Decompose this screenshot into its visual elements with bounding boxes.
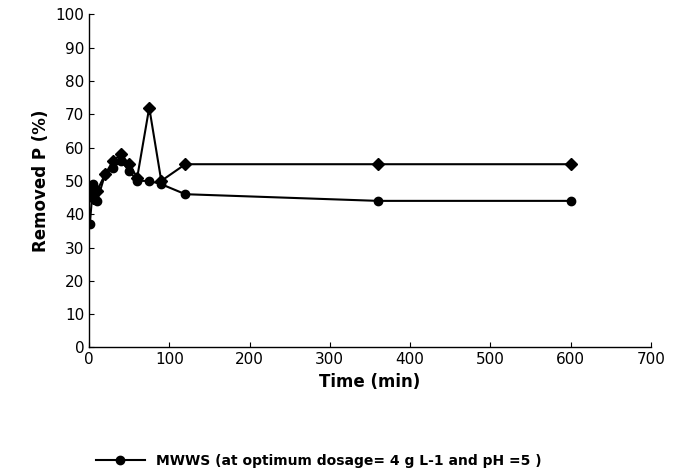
MAWS (at optimum dosage= 8 g L-1  and pH =6) <box>89 195 97 200</box>
MWWS (at optimum dosage= 4 g L-1 and pH =5 ) <box>93 198 101 204</box>
Line: MWWS (at optimum dosage= 4 g L-1 and pH =5 ): MWWS (at optimum dosage= 4 g L-1 and pH … <box>86 157 575 228</box>
MWWS (at optimum dosage= 4 g L-1 and pH =5 ) <box>101 171 109 177</box>
MWWS (at optimum dosage= 4 g L-1 and pH =5 ) <box>133 178 141 184</box>
MWWS (at optimum dosage= 4 g L-1 and pH =5 ) <box>374 198 382 204</box>
MAWS (at optimum dosage= 8 g L-1  and pH =6) <box>145 105 153 110</box>
MWWS (at optimum dosage= 4 g L-1 and pH =5 ) <box>145 178 153 184</box>
MAWS (at optimum dosage= 8 g L-1  and pH =6) <box>101 171 109 177</box>
MWWS (at optimum dosage= 4 g L-1 and pH =5 ) <box>86 221 94 227</box>
MAWS (at optimum dosage= 8 g L-1  and pH =6) <box>109 158 117 164</box>
MWWS (at optimum dosage= 4 g L-1 and pH =5 ) <box>125 168 134 174</box>
MWWS (at optimum dosage= 4 g L-1 and pH =5 ) <box>89 181 97 187</box>
MAWS (at optimum dosage= 8 g L-1  and pH =6) <box>133 175 141 180</box>
MAWS (at optimum dosage= 8 g L-1  and pH =6) <box>566 161 575 167</box>
MAWS (at optimum dosage= 8 g L-1  and pH =6) <box>157 178 165 184</box>
MWWS (at optimum dosage= 4 g L-1 and pH =5 ) <box>157 181 165 187</box>
Y-axis label: Removed P (%): Removed P (%) <box>32 109 50 252</box>
MWWS (at optimum dosage= 4 g L-1 and pH =5 ) <box>566 198 575 204</box>
MAWS (at optimum dosage= 8 g L-1  and pH =6) <box>93 188 101 194</box>
MWWS (at optimum dosage= 4 g L-1 and pH =5 ) <box>182 191 190 197</box>
MAWS (at optimum dosage= 8 g L-1  and pH =6) <box>117 151 125 157</box>
MWWS (at optimum dosage= 4 g L-1 and pH =5 ) <box>109 165 117 170</box>
MWWS (at optimum dosage= 4 g L-1 and pH =5 ) <box>117 158 125 164</box>
MAWS (at optimum dosage= 8 g L-1  and pH =6) <box>86 185 94 190</box>
MAWS (at optimum dosage= 8 g L-1  and pH =6) <box>125 161 134 167</box>
MAWS (at optimum dosage= 8 g L-1  and pH =6) <box>374 161 382 167</box>
X-axis label: Time (min): Time (min) <box>319 373 421 391</box>
Legend: MWWS (at optimum dosage= 4 g L-1 and pH =5 ), MAWS (at optimum dosage= 8 g L-1  : MWWS (at optimum dosage= 4 g L-1 and pH … <box>96 455 541 476</box>
MAWS (at optimum dosage= 8 g L-1  and pH =6) <box>182 161 190 167</box>
Line: MAWS (at optimum dosage= 8 g L-1  and pH =6): MAWS (at optimum dosage= 8 g L-1 and pH … <box>86 103 575 202</box>
